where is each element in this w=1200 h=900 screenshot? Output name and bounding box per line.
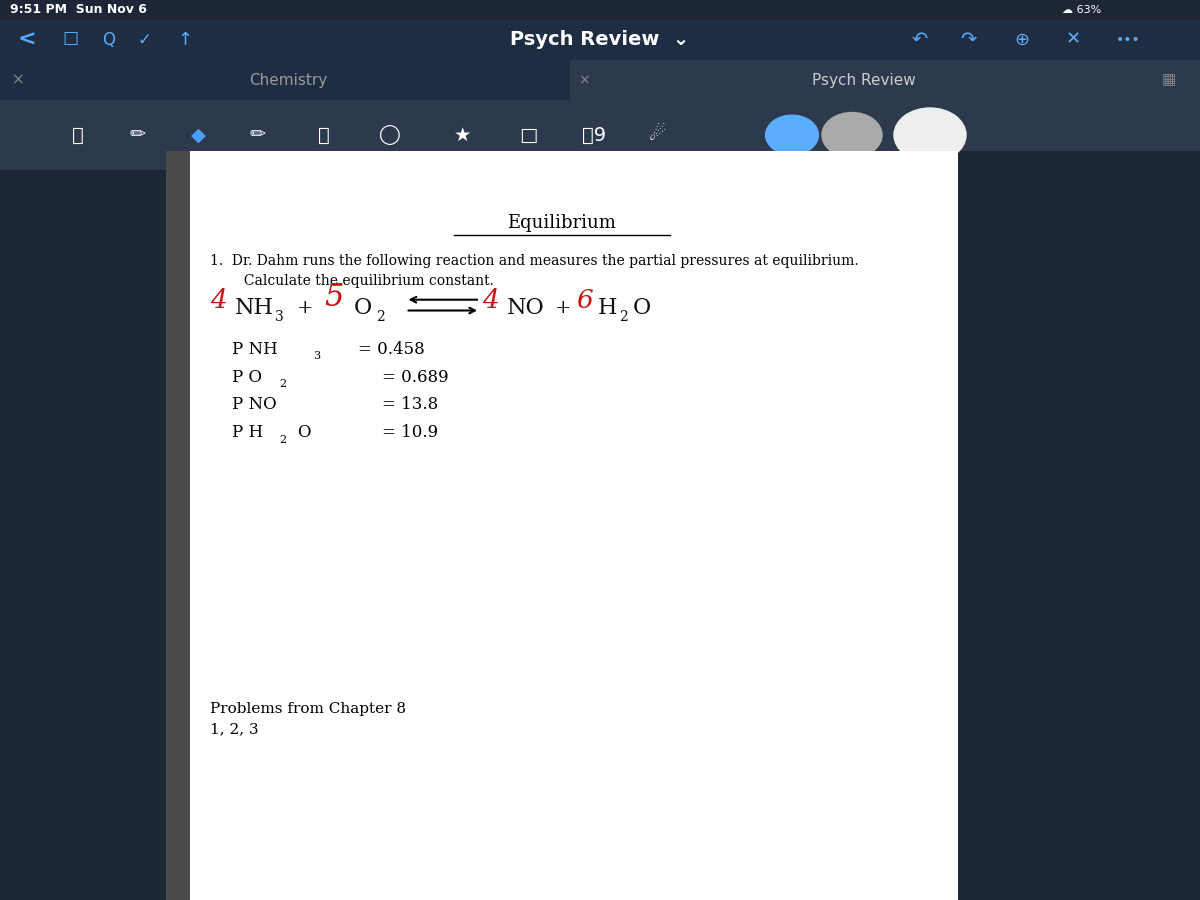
Text: Equilibrium: Equilibrium [508, 214, 616, 232]
Text: O: O [298, 425, 311, 441]
Text: ★: ★ [454, 125, 470, 145]
Text: 2: 2 [619, 310, 628, 324]
Text: ↑: ↑ [178, 31, 193, 49]
Text: Problems from Chapter 8: Problems from Chapter 8 [210, 702, 406, 716]
Text: Psych Review  ⌄: Psych Review ⌄ [510, 30, 690, 50]
Text: 5: 5 [324, 282, 343, 312]
Text: P O: P O [232, 369, 262, 385]
Text: ▦: ▦ [1162, 73, 1176, 87]
Text: •••: ••• [1116, 32, 1141, 47]
Text: 3: 3 [275, 310, 283, 324]
Text: 2: 2 [280, 435, 287, 446]
Text: ◆: ◆ [191, 125, 205, 145]
Text: O: O [632, 297, 650, 319]
Text: ✏: ✏ [130, 125, 146, 145]
Text: ↷: ↷ [960, 30, 977, 50]
Bar [166, 151, 958, 900]
Text: O: O [354, 297, 372, 319]
Text: ☁ 63%: ☁ 63% [1062, 4, 1102, 15]
Text: Calculate the equilibrium constant.: Calculate the equilibrium constant. [222, 274, 494, 288]
Bar [166, 151, 190, 900]
Text: ⊕: ⊕ [1014, 31, 1030, 49]
Circle shape [766, 115, 818, 155]
Bar [570, 60, 1200, 100]
Text: H: H [598, 297, 617, 319]
Text: □: □ [518, 125, 538, 145]
Text: Q: Q [102, 31, 115, 49]
Bar [0, 20, 1200, 60]
Text: 1.  Dr. Dahm runs the following reaction and measures the partial pressures at e: 1. Dr. Dahm runs the following reaction … [210, 254, 859, 268]
Text: = 0.458: = 0.458 [358, 341, 425, 357]
Text: 4: 4 [482, 288, 499, 313]
Text: ✕: ✕ [1066, 31, 1081, 49]
Text: 4: 4 [210, 288, 227, 313]
Text: = 0.689: = 0.689 [382, 369, 449, 385]
Text: 3: 3 [313, 351, 320, 362]
Text: ×: × [12, 73, 25, 87]
Text: ✏: ✏ [250, 125, 266, 145]
Text: +: + [554, 299, 571, 317]
Text: 6: 6 [576, 288, 593, 313]
Text: ◯: ◯ [379, 125, 401, 145]
Text: 2: 2 [376, 310, 384, 324]
Circle shape [894, 108, 966, 162]
Text: 1, 2, 3: 1, 2, 3 [210, 722, 259, 736]
Text: 9:51 PM  Sun Nov 6: 9:51 PM Sun Nov 6 [10, 4, 146, 16]
Text: NH: NH [235, 297, 275, 319]
Text: ×: × [578, 73, 590, 87]
Text: P H: P H [232, 425, 263, 441]
Text: Ⓡ: Ⓡ [72, 125, 84, 145]
Text: +: + [296, 299, 313, 317]
Bar [0, 60, 570, 100]
Bar [958, 151, 1200, 900]
Text: NO: NO [506, 297, 544, 319]
Text: = 10.9: = 10.9 [382, 425, 438, 441]
Text: 2: 2 [280, 379, 287, 390]
Text: ⎘: ⎘ [318, 125, 330, 145]
Text: P NH: P NH [232, 341, 277, 357]
Text: ἟9: ἟9 [582, 125, 606, 145]
Text: = 13.8: = 13.8 [382, 397, 438, 413]
Text: ↶: ↶ [912, 30, 929, 50]
Text: ☄: ☄ [649, 125, 666, 145]
Bar [0, 100, 1200, 170]
Text: Psych Review: Psych Review [812, 73, 916, 87]
Text: P NO: P NO [232, 397, 276, 413]
Text: ✓: ✓ [138, 31, 152, 49]
Bar [0, 0, 1200, 20]
Text: <: < [18, 30, 37, 50]
Text: Chemistry: Chemistry [248, 73, 328, 87]
Circle shape [822, 112, 882, 158]
Text: ☐: ☐ [62, 31, 78, 49]
